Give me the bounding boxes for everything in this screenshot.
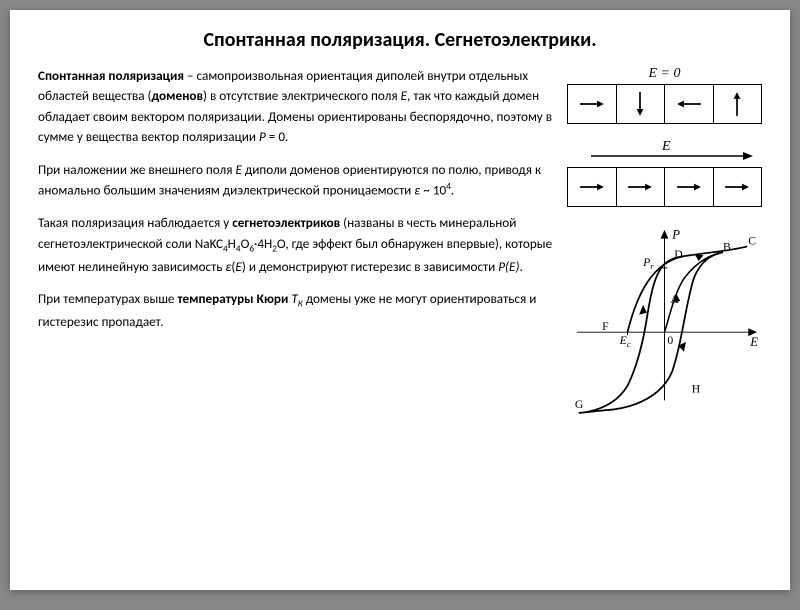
term-spontaneous: Спонтанная поляризация [38, 67, 184, 84]
domain-cell [617, 85, 666, 123]
paragraph-3: Такая поляризация наблюдается у сегнетоэ… [38, 213, 555, 277]
label-h: H [692, 383, 701, 396]
e-label: E [661, 139, 671, 154]
arrow-up-icon [720, 87, 754, 121]
domain-cell [714, 85, 762, 123]
label-f: F [602, 320, 609, 333]
arrow-right-icon [575, 170, 609, 204]
domain-row-no-field [567, 84, 762, 124]
domain-cell [617, 168, 666, 206]
label-ec: Ec [619, 334, 631, 349]
term-curie-temp: температуры Кюри [177, 290, 288, 307]
e-field-arrow: E [567, 138, 762, 165]
axis-e-label: E [749, 335, 758, 349]
domain-cell [665, 168, 714, 206]
axis-p-label: P [671, 228, 680, 242]
domain-cell [714, 168, 762, 206]
slide-title: Спонтанная поляризация. Сегнетоэлектрики… [38, 28, 762, 52]
paragraph-2: При наложении же внешнего поля E диполи … [38, 160, 555, 201]
slide: Спонтанная поляризация. Сегнетоэлектрики… [10, 10, 790, 590]
domain-cell [568, 85, 617, 123]
diagram-column: E = 0 [567, 66, 762, 420]
arrow-down-icon [623, 87, 657, 121]
arrow-right-icon [575, 87, 609, 121]
label-pr: Pr [642, 256, 654, 271]
origin-label: 0 [667, 334, 673, 347]
label-g: G [575, 398, 584, 411]
paragraph-4: При температурах выше температуры Кюри T… [38, 289, 555, 332]
term-ferroelectrics: сегнетоэлектриков [232, 214, 340, 231]
label-a: A [670, 293, 679, 306]
arrow-left-icon [672, 87, 706, 121]
arrow-right-icon [623, 170, 657, 204]
label-b: B [723, 240, 731, 253]
label-d: D [674, 248, 682, 261]
label-c: C [748, 234, 756, 247]
arrow-right-icon [720, 170, 754, 204]
hysteresis-diagram: P E 0 [567, 225, 762, 420]
domain-cell [568, 168, 617, 206]
domain-cell [665, 85, 714, 123]
term-domains: доменов [152, 87, 204, 104]
diagram1-label: E = 0 [567, 66, 762, 82]
arrow-right-icon [672, 170, 706, 204]
text-column: Спонтанная поляризация – самопроизвольна… [38, 66, 555, 420]
domain-row-with-field [567, 167, 762, 207]
paragraph-1: Спонтанная поляризация – самопроизвольна… [38, 66, 555, 148]
content-row: Спонтанная поляризация – самопроизвольна… [38, 66, 762, 420]
